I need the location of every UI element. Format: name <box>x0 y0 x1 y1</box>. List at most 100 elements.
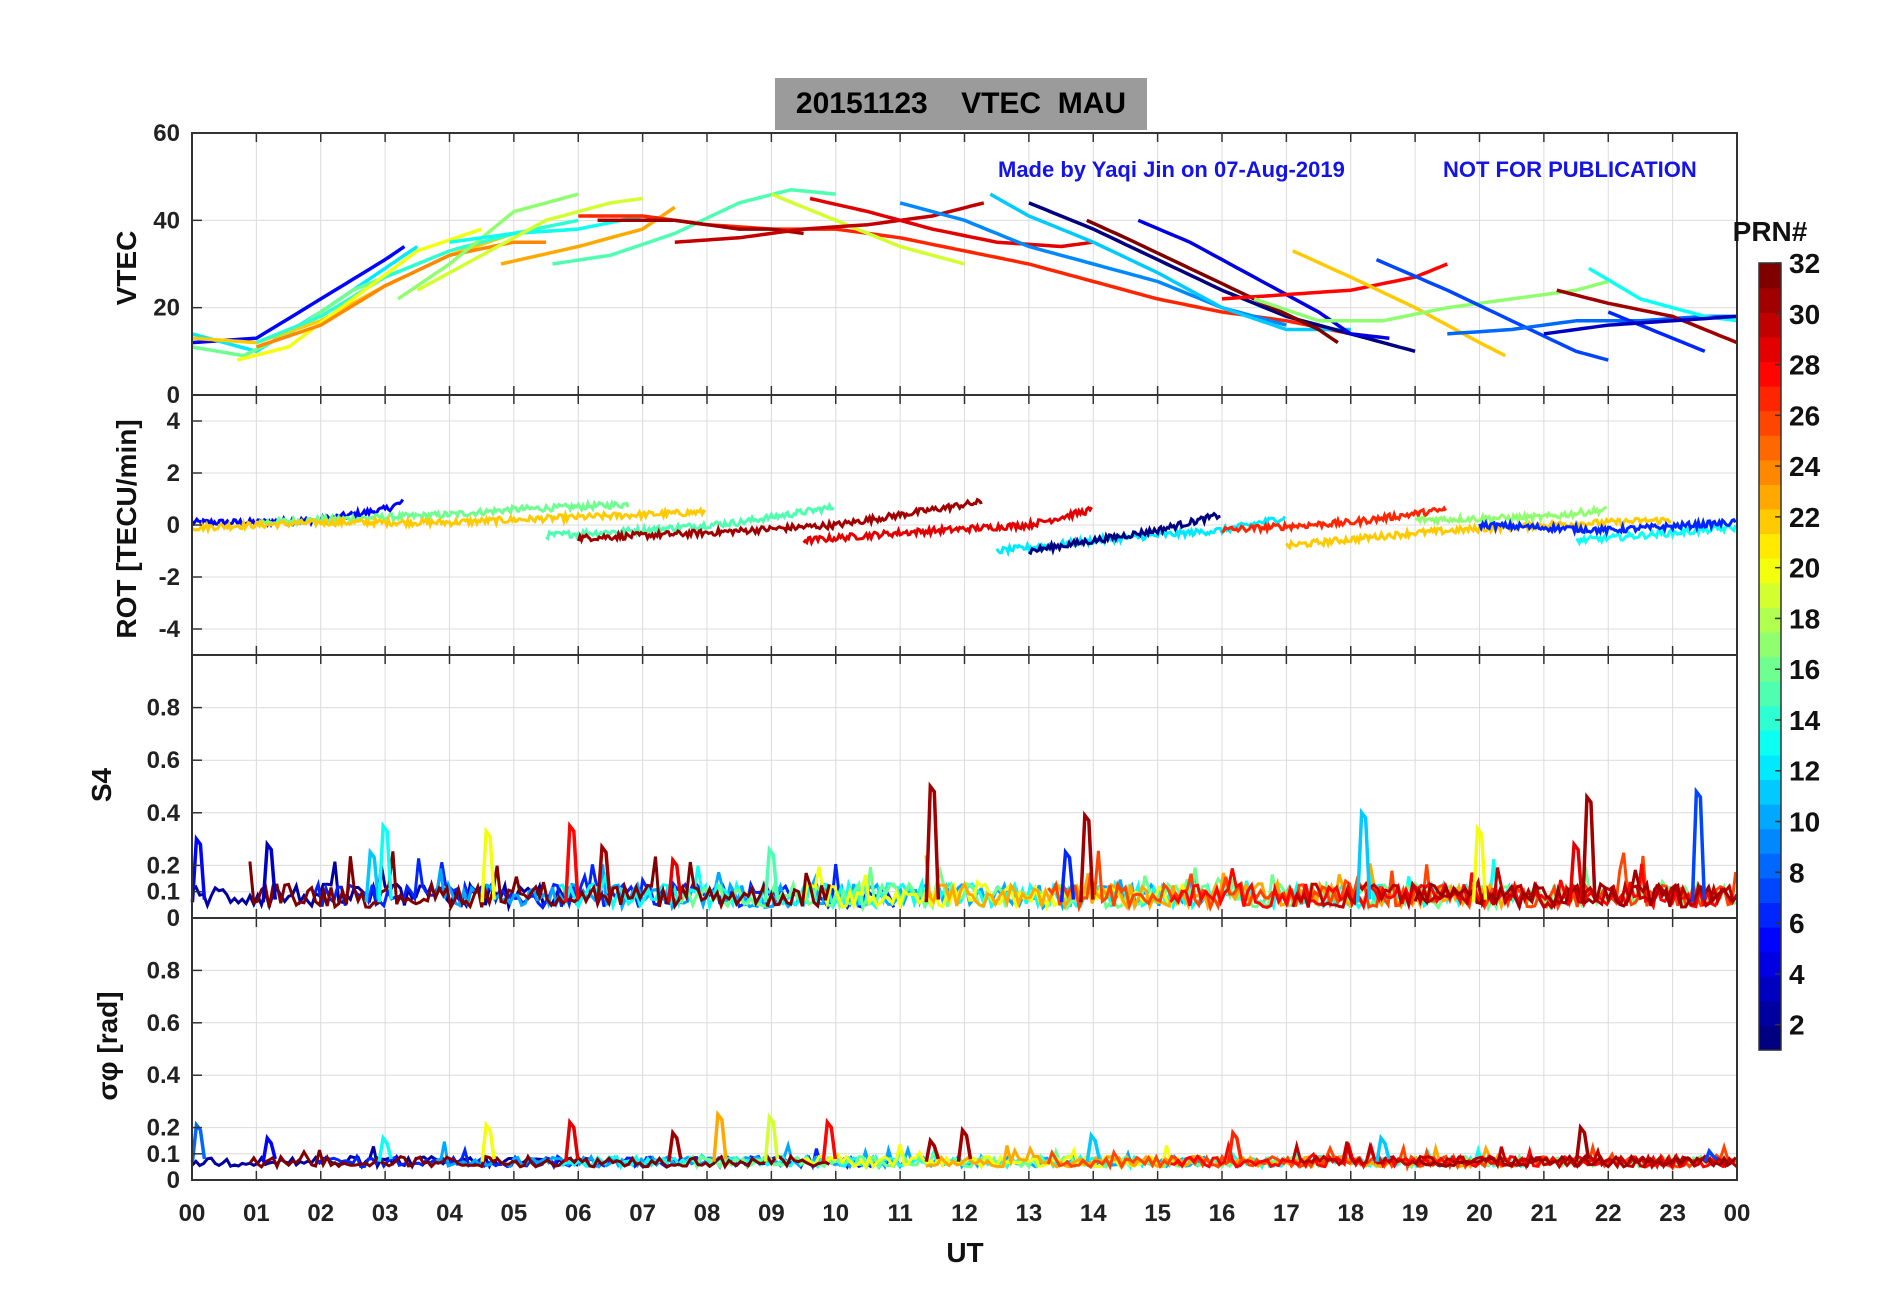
credit-note: Made by Yaqi Jin on 07-Aug-2019 <box>998 157 1345 182</box>
colorbar-tick-label: 16 <box>1789 654 1820 685</box>
colorbar-tick-label: 14 <box>1789 705 1821 736</box>
vtec-series-prn-31 <box>1556 288 1738 345</box>
rot-series-prn-1 <box>1028 511 1221 556</box>
colorbar-cell-4 <box>1759 951 1781 977</box>
s4-trace-prn-30 <box>1291 867 1739 911</box>
colorbar-cell-29 <box>1759 336 1781 362</box>
x-tick-label: 23 <box>1659 1200 1686 1227</box>
text-layer: Made by Yaqi Jin on 07-Aug-2019 NOT FOR … <box>86 120 1808 1268</box>
rot-ytick-label: 0 <box>167 512 180 539</box>
sigma_phi-peak-prn-19 <box>763 1112 780 1162</box>
sigma_phi-ytick-label: 0.8 <box>147 957 180 984</box>
x-tick-label: 09 <box>758 1200 785 1227</box>
s4-peak-prn-6 <box>1059 847 1076 903</box>
colorbar-tick-label: 12 <box>1789 756 1820 787</box>
s4-trace-prn-26 <box>1047 850 1738 913</box>
x-tick-label: 00 <box>1724 1200 1751 1227</box>
colorbar-cell-21 <box>1759 533 1781 559</box>
colorbar-tick-label: 6 <box>1789 908 1805 939</box>
sigma_phi-ytick-label: 0 <box>167 1167 180 1194</box>
vtec-series-prn-13 <box>449 214 643 244</box>
colorbar-cell-5 <box>1759 927 1781 953</box>
colorbar-cell-23 <box>1759 484 1781 510</box>
x-tick-label: 21 <box>1531 1200 1558 1227</box>
colorbar-cell-16 <box>1759 656 1781 682</box>
vtec-series-prn-15 <box>552 188 836 266</box>
rot-series-prn-31 <box>576 497 983 545</box>
s4-ytick-label: 0.4 <box>147 800 181 827</box>
colorbar-tick-label: 32 <box>1789 248 1820 279</box>
sigma_phi-ytick-label: 0.4 <box>147 1062 181 1089</box>
colorbar-cell-28 <box>1759 361 1781 387</box>
s4-peak-prn-31 <box>924 781 941 903</box>
x-tick-label: 13 <box>1016 1200 1043 1227</box>
s4-peak-prn-31 <box>1581 792 1597 903</box>
colorbar-cell-6 <box>1759 902 1781 928</box>
colorbar-cell-7 <box>1759 877 1781 904</box>
colorbar-cell-22 <box>1759 508 1781 535</box>
colorbar-tick-label: 8 <box>1789 857 1805 888</box>
x-tick-label: 08 <box>694 1200 721 1227</box>
colorbar-label: PRN# <box>1733 216 1808 247</box>
rot-ylabel: ROT [TECU/min] <box>111 419 142 638</box>
vtec-series-prn-19 <box>416 196 643 292</box>
sigma_phi-peak-prn-20 <box>480 1120 496 1162</box>
x-tick-label: 00 <box>179 1200 206 1227</box>
vtec-series-prn-24 <box>255 240 547 349</box>
rot-series-prn-22 <box>1285 516 1672 551</box>
x-tick-label: 07 <box>629 1200 656 1227</box>
colorbar-tick-label: 2 <box>1789 1010 1805 1041</box>
s4-peak-prn-31 <box>1079 810 1095 903</box>
rot-ytick-label: 4 <box>167 408 181 435</box>
x-tick-label: 18 <box>1337 1200 1364 1227</box>
colorbar-cell-30 <box>1759 312 1781 338</box>
title-date: 20151123 <box>795 87 928 120</box>
s4-peak-prn-28 <box>564 821 580 903</box>
s4-peak-prn-7 <box>1690 786 1707 903</box>
x-tick-label: 10 <box>822 1200 849 1227</box>
vtec-series-prn-17 <box>1253 279 1609 323</box>
colorbar-cell-20 <box>1759 558 1781 584</box>
colorbar-cell-9 <box>1759 828 1781 854</box>
s4-peak-prn-3 <box>261 839 277 903</box>
sigma_phi-peak-prn-5 <box>261 1133 277 1162</box>
rot-series-prn-15 <box>545 501 835 541</box>
sigma_phi-peak-prn-7 <box>1703 1147 1719 1163</box>
x-tick-label: 19 <box>1402 1200 1429 1227</box>
s4-ylabel: S4 <box>86 767 117 802</box>
s4-peak-prn-31 <box>596 842 612 903</box>
s4-peak-prn-15 <box>763 844 780 903</box>
watermark-note: NOT FOR PUBLICATION <box>1443 157 1697 182</box>
sigma_phi-peak-prn-13 <box>377 1133 393 1162</box>
vtec-series-prn-31 <box>597 218 804 236</box>
sigma_phi-peak-prn-31 <box>1574 1123 1591 1162</box>
vtec-ytick-label: 20 <box>153 295 180 322</box>
sigma-ylabel: σφ [rad] <box>92 991 123 1100</box>
vtec-ytick-label: 60 <box>153 120 180 147</box>
colorbar-cell-25 <box>1759 435 1781 461</box>
vtec-series-prn-29 <box>809 196 1094 249</box>
colorbar-cell-12 <box>1759 754 1781 781</box>
colorbar-cell-11 <box>1759 779 1781 805</box>
s4-ytick-label: 0.1 <box>147 879 180 906</box>
vtec-series-prn-30 <box>674 201 985 244</box>
colorbar-cell-32 <box>1759 263 1781 289</box>
colorbar-cell-14 <box>1759 705 1781 731</box>
sigma_phi-peak-prn-8 <box>190 1120 207 1162</box>
colorbar-tick-label: 26 <box>1789 400 1820 431</box>
sigma_phi-peak-prn-23 <box>712 1109 728 1162</box>
colorbar-cell-24 <box>1759 459 1781 485</box>
s4-peak-prn-5 <box>190 834 207 903</box>
colorbar-tick-label: 24 <box>1789 451 1821 482</box>
s4-peak-prn-13 <box>377 821 393 903</box>
colorbar-cell-1 <box>1759 1025 1781 1051</box>
colorbar-cell-17 <box>1759 631 1781 658</box>
s4-peak-prn-20 <box>1471 823 1488 903</box>
vtec-series-prn-32 <box>1086 218 1339 345</box>
sigma_phi-peak-prn-29 <box>564 1117 580 1162</box>
x-tick-label: 20 <box>1466 1200 1493 1227</box>
x-tick-label: 11 <box>887 1200 912 1227</box>
s4-peak-prn-20 <box>480 826 496 903</box>
